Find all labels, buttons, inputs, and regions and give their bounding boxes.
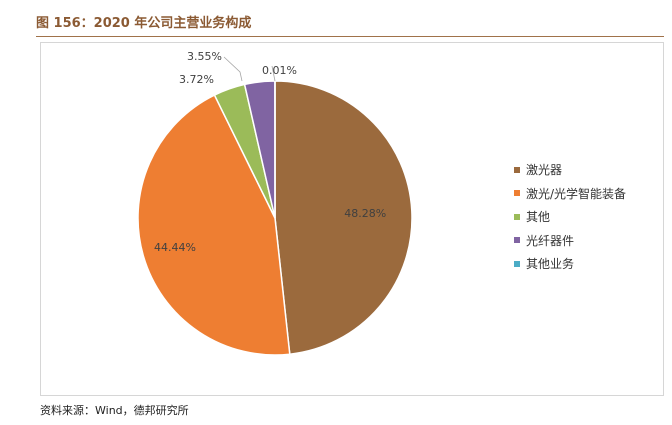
legend-item-4: 其他业务 xyxy=(514,252,626,276)
legend-item-1: 激光/光学智能装备 xyxy=(514,182,626,206)
source-note: 资料来源：Wind，德邦研究所 xyxy=(40,404,189,417)
title-divider xyxy=(36,36,664,37)
legend-label-3: 光纤器件 xyxy=(526,233,575,248)
chart-legend: 激光器激光/光学智能装备 其他光纤器件其他业务 xyxy=(514,158,626,276)
legend-label-4: 其他业务 xyxy=(526,257,575,272)
data-label-2: 3.72% xyxy=(179,73,214,86)
legend-swatch-1 xyxy=(514,190,520,197)
legend-item-2: 其他 xyxy=(514,205,626,229)
pie-slices xyxy=(137,80,413,356)
data-label-0: 48.28% xyxy=(344,207,386,220)
pie-slice-1 xyxy=(137,94,291,356)
legend-item-3: 光纤器件 xyxy=(514,229,626,253)
legend-label-0: 激光器 xyxy=(526,163,563,178)
pie-leader-lines xyxy=(223,56,276,82)
legend-swatch-3 xyxy=(514,237,520,244)
data-label-3: 3.55% xyxy=(187,50,222,63)
pie-data-labels: 48.28% 44.44% 3.72% 3.55% 0.01% xyxy=(154,50,386,254)
legend-label-2: 其他 xyxy=(526,210,551,225)
legend-label-1: 激光/光学智能装备 xyxy=(526,186,627,201)
pie-slice-0 xyxy=(274,80,413,356)
data-label-4: 0.01% xyxy=(262,64,297,77)
legend-swatch-0 xyxy=(514,166,520,173)
legend-item-0: 激光器 xyxy=(514,158,626,182)
legend-swatch-2 xyxy=(514,213,520,220)
data-label-1: 44.44% xyxy=(154,241,196,254)
leader-line-3 xyxy=(223,56,243,82)
chart-title: 图 156：2020 年公司主营业务构成 xyxy=(36,16,252,31)
legend-swatch-4 xyxy=(514,260,520,267)
leader-line-4 xyxy=(271,65,276,82)
